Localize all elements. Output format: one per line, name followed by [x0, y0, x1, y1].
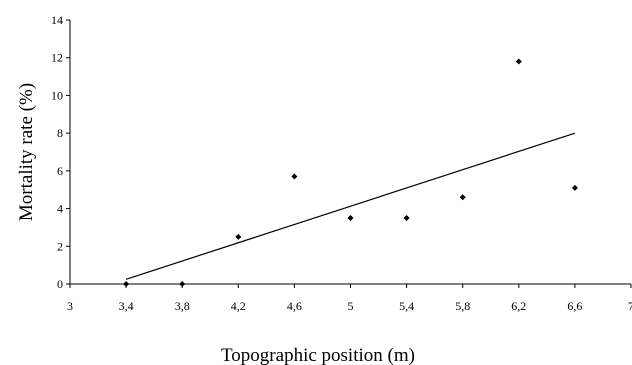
x-tick-label: 7	[628, 299, 632, 313]
y-axis-title: Mortality rate (%)	[16, 83, 37, 221]
data-point	[291, 173, 298, 180]
axes	[69, 20, 631, 285]
y-tick-label: 8	[57, 126, 63, 140]
data-point	[235, 233, 242, 240]
x-tick-label: 6,6	[567, 299, 582, 313]
y-ticks: 0 2 4 6 8 10 12 14	[51, 13, 70, 291]
data-point	[347, 215, 354, 221]
data-points	[123, 58, 578, 287]
x-ticks: 3 3,4 3,8 4,2 4,6 5 5,4 5,8 6,2 6,6 7	[67, 284, 632, 313]
x-tick-label: 3,4	[119, 299, 134, 313]
data-point	[123, 281, 130, 287]
y-tick-label: 12	[51, 51, 63, 65]
data-point	[459, 194, 466, 201]
data-point	[515, 58, 522, 65]
data-point	[179, 281, 186, 287]
x-tick-label: 3,8	[175, 299, 190, 313]
y-tick-label: 14	[51, 13, 63, 27]
x-tick-label: 4,6	[287, 299, 302, 313]
x-tick-label: 4,2	[231, 299, 246, 313]
x-tick-label: 3	[67, 299, 73, 313]
y-tick-label: 0	[57, 277, 63, 291]
y-tick-label: 4	[57, 202, 63, 216]
trendline-layer	[125, 132, 576, 280]
x-tick-label: 5,4	[399, 299, 414, 313]
data-point	[571, 184, 578, 191]
trendline	[125, 132, 576, 280]
x-tick-label: 5,8	[455, 299, 470, 313]
y-tick-label: 2	[57, 239, 63, 253]
x-tick-label: 6,2	[511, 299, 526, 313]
y-tick-label: 6	[57, 164, 63, 178]
data-point	[403, 215, 410, 221]
x-tick-label: 5	[348, 299, 354, 313]
x-axis-title: Topographic position (m)	[221, 345, 415, 365]
y-tick-label: 10	[51, 88, 63, 102]
